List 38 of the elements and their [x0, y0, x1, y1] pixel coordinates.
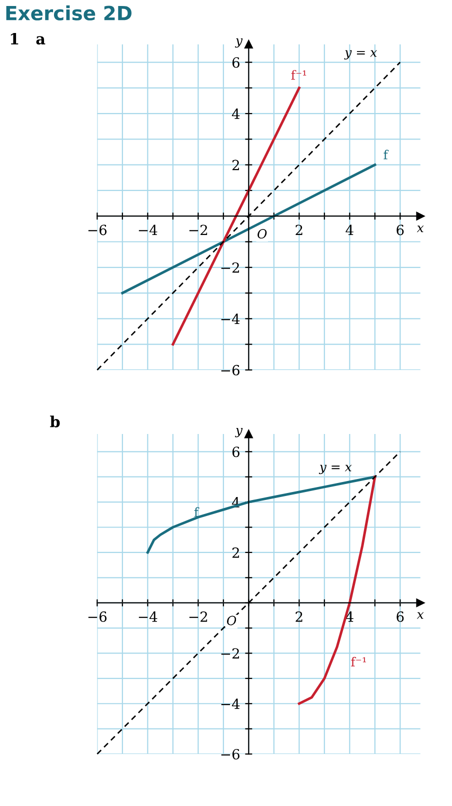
y-tick-label: −6 — [221, 364, 240, 376]
y-tick-label: −6 — [221, 748, 240, 760]
y-axis-title: y — [234, 38, 243, 48]
x-tick-label: −4 — [138, 224, 158, 236]
y-tick-label: 2 — [232, 160, 239, 170]
chart-subtitle: 1 a — [10, 32, 46, 45]
line-series — [298, 476, 376, 705]
annotation: f — [194, 507, 200, 517]
annotation: O — [227, 616, 236, 626]
y-tick-label: 4 — [232, 108, 240, 119]
x-tick-label: 6 — [396, 611, 404, 622]
x-tick-label: −2 — [189, 611, 208, 622]
y-tick-label: −4 — [221, 698, 240, 709]
y-tick-label: −2 — [221, 262, 239, 273]
annotation: y = x — [318, 464, 352, 474]
annotation: f — [384, 150, 389, 160]
annotation: y = x — [344, 50, 377, 60]
x-tick-label: 4 — [346, 224, 354, 236]
y-tick-label: −2 — [221, 648, 239, 659]
x-axis-title: x — [416, 612, 424, 619]
x-tick-label: −6 — [88, 611, 107, 622]
x-tick-label: 6 — [396, 224, 404, 236]
annotation: f⁻¹ — [291, 70, 306, 80]
x-tick-label: −6 — [88, 224, 107, 236]
x-tick-label: −2 — [189, 224, 208, 236]
chart-title: b — [50, 416, 60, 428]
y-tick-label: −4 — [221, 314, 240, 324]
x-tick-label: −4 — [138, 611, 158, 622]
x-tick-label: 2 — [296, 224, 302, 236]
y-axis-title: y — [234, 428, 243, 438]
chart-title: Exercise 2D — [6, 5, 132, 20]
x-tick-label: 2 — [296, 611, 302, 622]
y-tick-label: 6 — [232, 446, 240, 458]
y-tick-label: 2 — [232, 547, 239, 558]
annotation: O — [258, 229, 267, 239]
y-tick-label: 6 — [232, 57, 240, 68]
annotation: f⁻¹ — [351, 656, 366, 666]
x-axis-title: x — [416, 226, 424, 232]
